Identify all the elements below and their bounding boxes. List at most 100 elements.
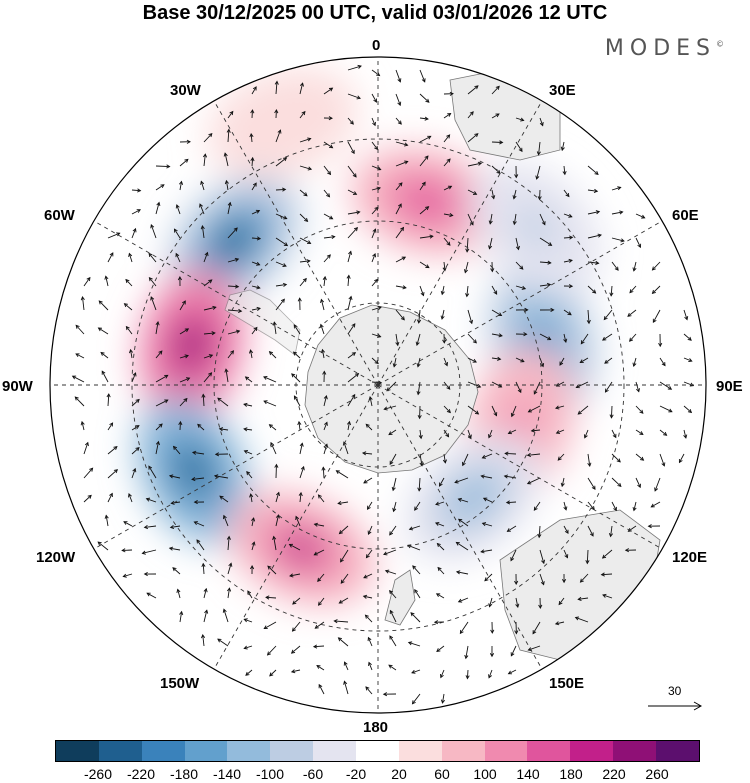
wind-vector-head bbox=[555, 405, 560, 410]
wind-vector-head bbox=[204, 609, 209, 614]
wind-vector-head bbox=[510, 652, 515, 657]
colorbar-cell bbox=[527, 741, 571, 761]
anomaly-negative bbox=[176, 448, 211, 494]
wind-vector-head bbox=[377, 166, 382, 171]
wind-vector bbox=[635, 381, 640, 392]
wind-vector-head bbox=[417, 414, 422, 420]
wind-vector bbox=[227, 350, 234, 359]
wind-vector bbox=[389, 610, 397, 623]
wind-vector-head bbox=[565, 192, 570, 198]
wind-vector-head bbox=[226, 535, 231, 540]
wind-vector bbox=[83, 495, 92, 503]
wind-vector bbox=[563, 259, 573, 263]
wind-vector-head bbox=[326, 254, 331, 259]
wind-vector-head bbox=[583, 434, 588, 439]
wind-vector-head bbox=[327, 170, 332, 176]
wind-vector bbox=[203, 332, 215, 335]
wind-vector bbox=[419, 453, 423, 466]
wind-vector-head bbox=[320, 348, 325, 354]
wind-vector bbox=[155, 321, 159, 335]
wind-vector-head bbox=[351, 393, 356, 399]
wind-vector bbox=[395, 182, 403, 191]
wind-vector-head bbox=[366, 505, 371, 510]
anomaly-negative bbox=[214, 221, 255, 262]
wind-vector-head bbox=[439, 482, 443, 487]
wind-vector bbox=[131, 468, 136, 479]
wind-vector-head bbox=[641, 214, 646, 219]
wind-vector bbox=[200, 181, 205, 191]
wind-vector bbox=[219, 428, 229, 431]
wind-vector bbox=[683, 333, 692, 341]
wind-vector-head bbox=[401, 256, 407, 261]
wind-vector bbox=[244, 450, 253, 455]
wind-vector bbox=[155, 202, 160, 215]
wind-vector bbox=[443, 405, 451, 413]
wind-vector-head bbox=[684, 316, 689, 321]
wind-vector bbox=[340, 573, 349, 584]
colorbar-ticks: -260 -220 -180 -140 -100 -60 -20 20 60 100 140 180 2… bbox=[55, 766, 700, 783]
wind-vector bbox=[318, 494, 325, 503]
wind-vector-head bbox=[532, 630, 537, 635]
wind-vector-layer bbox=[71, 64, 695, 705]
wind-vector-head bbox=[523, 332, 528, 337]
wind-vector-head bbox=[164, 399, 169, 404]
wind-vector bbox=[515, 597, 519, 608]
wind-vector bbox=[269, 351, 277, 359]
wind-vector-head bbox=[400, 226, 405, 232]
wind-vector bbox=[610, 525, 613, 537]
wind-vector bbox=[491, 309, 502, 316]
wind-vector bbox=[172, 567, 181, 575]
wind-vector-head bbox=[132, 467, 137, 473]
wind-vector bbox=[98, 327, 109, 335]
wind-vector bbox=[419, 285, 424, 296]
wind-vector bbox=[368, 662, 373, 671]
wind-vector-head bbox=[328, 116, 333, 121]
wind-vector-head bbox=[282, 282, 288, 287]
wind-vector-head bbox=[183, 397, 188, 403]
wind-vector-head bbox=[406, 544, 412, 549]
wind-vector bbox=[610, 285, 613, 296]
wind-vector-head bbox=[299, 82, 304, 87]
wind-vector-head bbox=[546, 282, 552, 287]
wind-vector bbox=[467, 111, 474, 119]
wind-vector-head bbox=[506, 528, 511, 532]
wind-vector-head bbox=[141, 550, 146, 555]
wind-vector-head bbox=[521, 285, 527, 290]
wind-vector bbox=[289, 573, 301, 577]
wind-vector-head bbox=[517, 388, 522, 394]
wind-vector bbox=[347, 93, 361, 99]
wind-vector-head bbox=[668, 408, 673, 413]
wind-vector bbox=[539, 117, 544, 126]
wind-vector bbox=[155, 399, 168, 407]
wind-vector bbox=[227, 536, 230, 551]
wind-vector-head bbox=[495, 113, 500, 118]
wind-vector-head bbox=[252, 182, 257, 187]
wind-vector-head bbox=[109, 422, 114, 427]
wind-vector-head bbox=[156, 201, 161, 207]
wind-vector-head bbox=[243, 645, 248, 650]
wind-vector-head bbox=[603, 316, 608, 321]
wind-vector bbox=[343, 441, 349, 455]
wind-vector-head bbox=[389, 531, 394, 536]
wind-vector-head bbox=[290, 669, 296, 674]
lon-label-120w: 120W bbox=[36, 549, 76, 566]
wind-vector-head bbox=[201, 562, 206, 568]
wind-vector-head bbox=[472, 339, 477, 344]
wind-vector-head bbox=[122, 573, 127, 578]
wind-vector bbox=[243, 403, 253, 407]
wind-vector bbox=[419, 429, 422, 439]
wind-vector-head bbox=[445, 433, 450, 438]
wind-vector-head bbox=[109, 252, 114, 257]
wind-vector-head bbox=[342, 441, 347, 446]
wind-vector-head bbox=[520, 358, 525, 363]
wind-vector bbox=[587, 501, 595, 510]
wind-vector bbox=[611, 405, 613, 418]
wind-vector bbox=[323, 87, 333, 95]
wind-vector-head bbox=[591, 485, 596, 491]
wind-vector-head bbox=[137, 188, 142, 193]
wind-vector-head bbox=[292, 600, 297, 605]
wind-vector-head bbox=[484, 577, 489, 582]
wind-vector-head bbox=[357, 64, 362, 69]
wind-vector-head bbox=[208, 132, 213, 138]
colorbar-cell bbox=[56, 741, 99, 761]
